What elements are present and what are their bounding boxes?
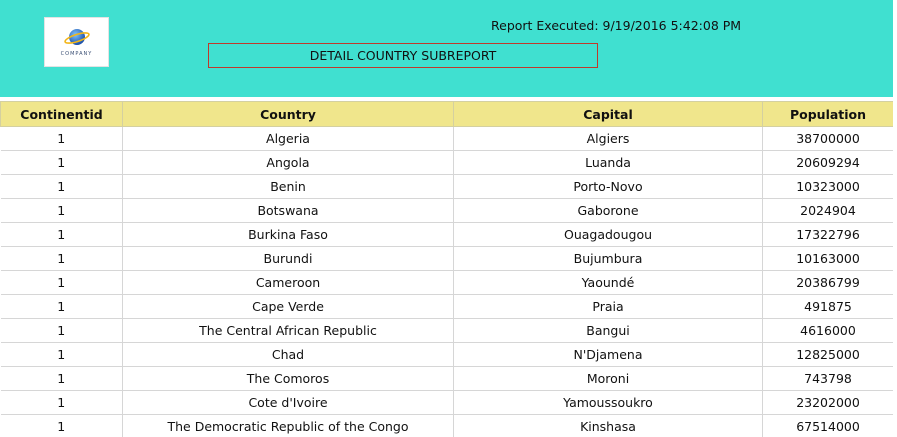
cell-country: The Central African Republic (122, 318, 454, 343)
cell-continentid: 1 (0, 294, 123, 319)
cell-country: Chad (122, 342, 454, 367)
table-row: 1 Algeria Algiers 38700000 (0, 126, 894, 151)
cell-population: 20609294 (762, 150, 894, 175)
cell-population: 743798 (762, 366, 894, 391)
cell-continentid: 1 (0, 150, 123, 175)
cell-population: 17322796 (762, 222, 894, 247)
cell-capital: Gaborone (453, 198, 763, 223)
table-row: 1 Angola Luanda 20609294 (0, 150, 894, 175)
cell-capital: Yamoussoukro (453, 390, 763, 415)
cell-capital: Luanda (453, 150, 763, 175)
table-body: 1 Algeria Algiers 38700000 1 Angola Luanda 2060… (0, 126, 894, 437)
table-row: 1 The Democratic Republic of the Congo Kin… (0, 414, 894, 437)
cell-country: Angola (122, 150, 454, 175)
table-header: Continentid Country Capital Population (0, 101, 894, 127)
cell-continentid: 1 (0, 126, 123, 151)
cell-capital: Bujumbura (453, 246, 763, 271)
cell-continentid: 1 (0, 318, 123, 343)
cell-country: Cote d'Ivoire (122, 390, 454, 415)
globe-logo-icon (64, 29, 90, 45)
table-row: 1 Chad N'Djamena 12825000 (0, 342, 894, 367)
cell-capital: Kinshasa (453, 414, 763, 437)
company-logo: COMPANY (44, 17, 109, 67)
table-row: 1 Cameroon Yaoundé 20386799 (0, 270, 894, 295)
cell-country: Burundi (122, 246, 454, 271)
logo-text: COMPANY (60, 51, 93, 57)
table-row: 1 Burkina Faso Ouagadougou 17322796 (0, 222, 894, 247)
cell-population: 20386799 (762, 270, 894, 295)
table-row: 1 Cote d'Ivoire Yamoussoukro 23202000 (0, 390, 894, 415)
cell-population: 38700000 (762, 126, 894, 151)
column-header-continentid[interactable]: Continentid (0, 101, 123, 127)
cell-country: The Democratic Republic of the Congo (122, 414, 454, 437)
cell-country: The Comoros (122, 366, 454, 391)
cell-continentid: 1 (0, 342, 123, 367)
cell-capital: Ouagadougou (453, 222, 763, 247)
cell-continentid: 1 (0, 246, 123, 271)
cell-continentid: 1 (0, 174, 123, 199)
cell-capital: Yaoundé (453, 270, 763, 295)
cell-capital: N'Djamena (453, 342, 763, 367)
cell-population: 10323000 (762, 174, 894, 199)
cell-continentid: 1 (0, 198, 123, 223)
cell-population: 67514000 (762, 414, 894, 437)
cell-country: Cape Verde (122, 294, 454, 319)
cell-country: Botswana (122, 198, 454, 223)
table-row: 1 Cape Verde Praia 491875 (0, 294, 894, 319)
column-header-country[interactable]: Country (122, 101, 454, 127)
header-divider (0, 97, 897, 101)
cell-population: 4616000 (762, 318, 894, 343)
cell-population: 10163000 (762, 246, 894, 271)
cell-country: Benin (122, 174, 454, 199)
cell-continentid: 1 (0, 390, 123, 415)
page-edge (893, 0, 897, 437)
table-row: 1 Botswana Gaborone 2024904 (0, 198, 894, 223)
cell-country: Burkina Faso (122, 222, 454, 247)
cell-capital: Algiers (453, 126, 763, 151)
cell-population: 491875 (762, 294, 894, 319)
report-executed-timestamp: Report Executed: 9/19/2016 5:42:08 PM (491, 18, 742, 33)
cell-population: 12825000 (762, 342, 894, 367)
cell-population: 2024904 (762, 198, 894, 223)
cell-country: Cameroon (122, 270, 454, 295)
cell-continentid: 1 (0, 222, 123, 247)
table-row: 1 Benin Porto-Novo 10323000 (0, 174, 894, 199)
country-table: Continentid Country Capital Population 1… (0, 101, 894, 437)
cell-continentid: 1 (0, 414, 123, 437)
column-header-population[interactable]: Population (762, 101, 894, 127)
page-title: DETAIL COUNTRY SUBREPORT (208, 43, 598, 68)
cell-continentid: 1 (0, 366, 123, 391)
cell-population: 23202000 (762, 390, 894, 415)
cell-continentid: 1 (0, 270, 123, 295)
table-row: 1 The Central African Republic Bangui 46160… (0, 318, 894, 343)
table-row: 1 Burundi Bujumbura 10163000 (0, 246, 894, 271)
cell-country: Algeria (122, 126, 454, 151)
cell-capital: Moroni (453, 366, 763, 391)
report-header: COMPANY Report Executed: 9/19/2016 5:42:… (0, 0, 893, 97)
cell-capital: Porto-Novo (453, 174, 763, 199)
table-row: 1 The Comoros Moroni 743798 (0, 366, 894, 391)
cell-capital: Bangui (453, 318, 763, 343)
cell-capital: Praia (453, 294, 763, 319)
column-header-capital[interactable]: Capital (453, 101, 763, 127)
